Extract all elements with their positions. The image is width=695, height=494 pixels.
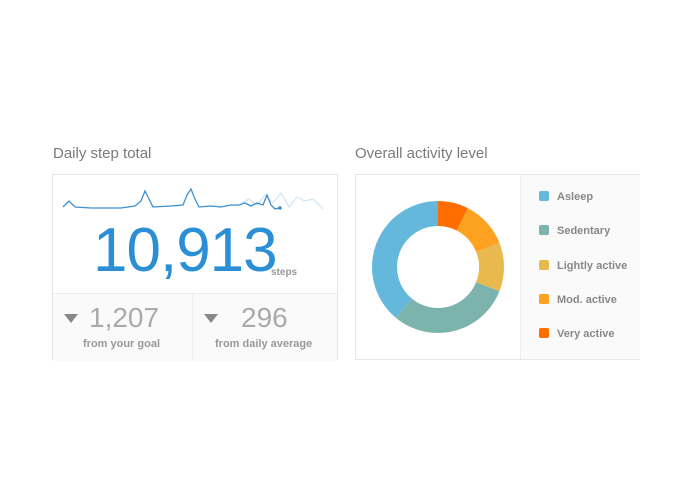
- legend-item-very-active: Very active: [539, 328, 615, 340]
- goal-diff-label: from your goal: [83, 338, 161, 350]
- swatch-icon: [539, 225, 549, 235]
- swatch-icon: [539, 294, 549, 304]
- swatch-icon: [539, 328, 549, 338]
- activity-legend: Asleep Sedentary Lightly active Mod. act…: [520, 175, 640, 359]
- donut-segment-very-active: [438, 201, 468, 231]
- activity-donut-chart: [372, 201, 504, 333]
- donut-segment-sedentary: [395, 282, 500, 333]
- legend-item-lightly-active: Lightly active: [539, 260, 627, 272]
- swatch-icon: [539, 260, 549, 270]
- legend-item-sedentary: Sedentary: [539, 225, 610, 237]
- swatch-icon: [539, 191, 549, 201]
- steps-card: 10,913 steps 1,207 from your goal 296 fr…: [52, 174, 338, 361]
- step-total: 10,913: [93, 216, 278, 285]
- donut-segment-asleep: [372, 201, 438, 318]
- step-unit: steps: [271, 267, 298, 278]
- goal-diff-value: 1,207: [89, 302, 160, 333]
- donut-segment-lightly-active: [476, 242, 504, 292]
- legend-item-asleep: Asleep: [539, 191, 593, 203]
- avg-diff: 296 from daily average: [193, 293, 337, 361]
- steps-title: Daily step total: [53, 145, 152, 162]
- avg-diff-label: from daily average: [215, 338, 313, 350]
- activity-card: Asleep Sedentary Lightly active Mod. act…: [355, 174, 640, 360]
- donut-segment-mod-active: [456, 208, 500, 252]
- step-sparkline: [62, 187, 324, 210]
- avg-diff-value: 296: [241, 302, 288, 333]
- down-arrow-icon: [64, 314, 78, 323]
- activity-title: Overall activity level: [355, 145, 488, 162]
- legend-item-mod-active: Mod. active: [539, 294, 617, 306]
- goal-diff: 1,207 from your goal: [53, 293, 193, 361]
- down-arrow-icon: [204, 314, 218, 323]
